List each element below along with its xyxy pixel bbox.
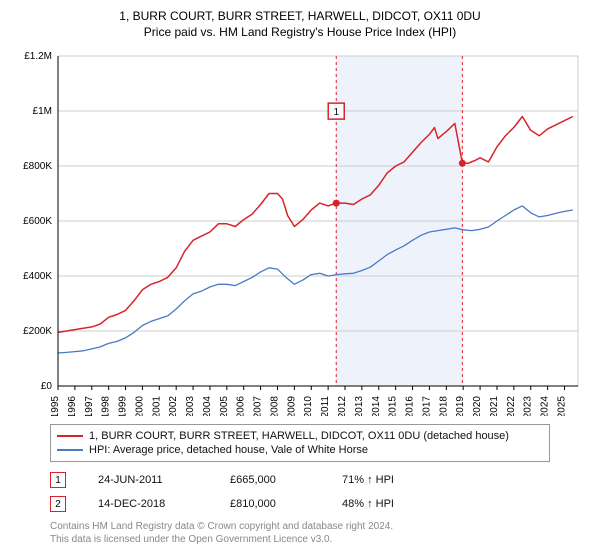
chart-area: £0 £200K £400K £600K £800K £1M £1.2M 1995 1996 19… bbox=[10, 46, 590, 416]
sale-row-hpi: 48% ↑ HPI bbox=[342, 498, 422, 510]
legend-swatch bbox=[57, 449, 83, 451]
x-tick-label: 1995 bbox=[50, 396, 61, 416]
sale-row-date: 14-DEC-2018 bbox=[98, 498, 198, 510]
sale-row-marker: 1 bbox=[50, 472, 66, 488]
x-tick-label: 2017 bbox=[421, 396, 432, 416]
series-property bbox=[58, 117, 573, 333]
footer-line2: This data is licensed under the Open Gov… bbox=[50, 533, 582, 546]
x-tick-label: 2025 bbox=[556, 396, 567, 416]
legend-row: HPI: Average price, detached house, Vale… bbox=[57, 443, 543, 457]
x-tick-label: 2001 bbox=[151, 396, 162, 416]
sale-row-price: £665,000 bbox=[230, 474, 310, 486]
sales-table: 1 24-JUN-2011 £665,000 71% ↑ HPI 2 14-DEC-201… bbox=[50, 468, 550, 516]
x-tick-label: 2012 bbox=[337, 396, 348, 416]
x-tick-label: 2014 bbox=[371, 396, 382, 416]
x-tick-label: 2006 bbox=[236, 396, 247, 416]
line-chart-svg: £0 £200K £400K £600K £800K £1M £1.2M 1995 1996 19… bbox=[10, 46, 590, 416]
x-tick-label: 1998 bbox=[101, 396, 112, 416]
x-tick-label: 2002 bbox=[168, 396, 179, 416]
footer-attribution: Contains HM Land Registry data © Crown c… bbox=[50, 520, 582, 546]
x-tick-label: 2023 bbox=[523, 396, 534, 416]
sale-row: 1 24-JUN-2011 £665,000 71% ↑ HPI bbox=[50, 468, 550, 492]
chart-container: 1, BURR COURT, BURR STREET, HARWELL, DID… bbox=[0, 0, 600, 560]
x-tick-label: 2010 bbox=[303, 396, 314, 416]
sale-row-price: £810,000 bbox=[230, 498, 310, 510]
x-tick-label: 2000 bbox=[134, 396, 145, 416]
y-tick-label: £200K bbox=[23, 326, 52, 337]
x-tick-label: 2015 bbox=[388, 396, 399, 416]
y-tick-label: £800K bbox=[23, 161, 52, 172]
x-tick-label: 2021 bbox=[489, 396, 500, 416]
x-tick-label: 2005 bbox=[219, 396, 230, 416]
y-tick-label: £600K bbox=[23, 216, 52, 227]
x-tick-label: 2018 bbox=[438, 396, 449, 416]
x-tick-label: 2007 bbox=[253, 396, 264, 416]
x-tick-label: 2004 bbox=[202, 396, 213, 416]
legend-row: 1, BURR COURT, BURR STREET, HARWELL, DID… bbox=[57, 429, 543, 443]
title-address: 1, BURR COURT, BURR STREET, HARWELL, DID… bbox=[10, 8, 590, 24]
y-tick-label: £400K bbox=[23, 271, 52, 282]
x-tick-label: 2016 bbox=[405, 396, 416, 416]
title-block: 1, BURR COURT, BURR STREET, HARWELL, DID… bbox=[10, 8, 590, 40]
y-tick-label: £1M bbox=[33, 106, 52, 117]
x-tick-label: 1999 bbox=[118, 396, 129, 416]
x-tick-label: 2024 bbox=[540, 396, 551, 416]
x-tick-label: 2003 bbox=[185, 396, 196, 416]
legend-label: HPI: Average price, detached house, Vale… bbox=[89, 444, 368, 456]
legend-box: 1, BURR COURT, BURR STREET, HARWELL, DID… bbox=[50, 424, 550, 462]
legend-swatch bbox=[57, 435, 83, 437]
y-tick-label: £0 bbox=[41, 381, 53, 392]
x-tick-label: 2022 bbox=[506, 396, 517, 416]
footer-line1: Contains HM Land Registry data © Crown c… bbox=[50, 520, 582, 533]
sale-row: 2 14-DEC-2018 £810,000 48% ↑ HPI bbox=[50, 492, 550, 516]
sale-marker-number: 1 bbox=[333, 108, 339, 119]
title-subtitle: Price paid vs. HM Land Registry's House … bbox=[10, 24, 590, 40]
x-tick-label: 2013 bbox=[354, 396, 365, 416]
x-tick-label: 2008 bbox=[269, 396, 280, 416]
x-tick-label: 2009 bbox=[286, 396, 297, 416]
x-tick-label: 2020 bbox=[472, 396, 483, 416]
sale-row-hpi: 71% ↑ HPI bbox=[342, 474, 422, 486]
x-tick-label: 2011 bbox=[320, 396, 331, 416]
x-tick-label: 1997 bbox=[84, 396, 95, 416]
y-tick-label: £1.2M bbox=[24, 51, 52, 62]
sale-row-marker: 2 bbox=[50, 496, 66, 512]
x-tick-label: 1996 bbox=[67, 396, 78, 416]
x-tick-label: 2019 bbox=[455, 396, 466, 416]
legend-label: 1, BURR COURT, BURR STREET, HARWELL, DID… bbox=[89, 430, 509, 442]
sale-row-date: 24-JUN-2011 bbox=[98, 474, 198, 486]
